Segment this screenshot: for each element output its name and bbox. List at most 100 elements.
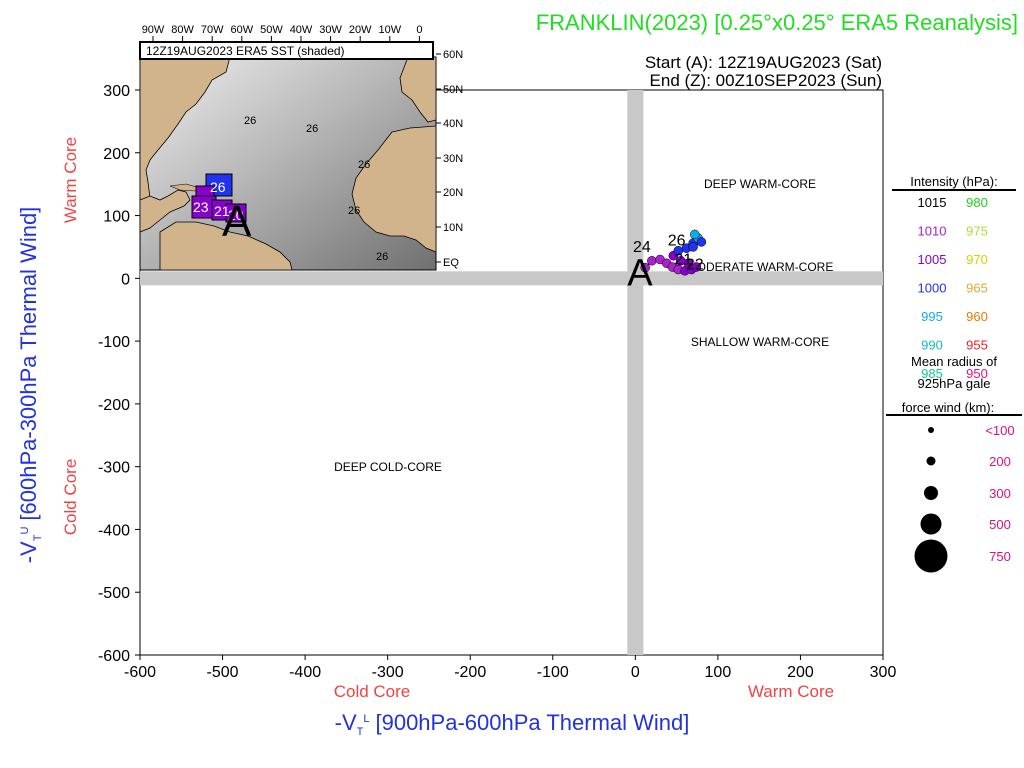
quadrant-label-moderate-warm: MODERATE WARM-CORE [687, 260, 834, 274]
legend-intensity-list: 1015 980 1010 975 1005 970 1000 965 995 960 990 955… [918, 195, 988, 381]
legend-radius-dot [914, 539, 948, 573]
zero-vertical-band [627, 90, 644, 655]
x-axis-ticks: -600 -500 -400 -300 -200 -100 0 100 200 300 [124, 655, 896, 681]
y-axis-prefix: -V [16, 541, 41, 563]
zero-horizontal-band [140, 271, 883, 286]
legend-radius-label: <100 [985, 423, 1014, 438]
inset-start-marker: A [222, 197, 252, 246]
inset-lon-label: 10W [378, 24, 401, 36]
inset-map: 26 26 26 26 26 26 23 21 20 A 12Z19AUG202… [139, 24, 463, 271]
y-tick-label: 0 [121, 271, 130, 288]
y-axis-ticks: 300 200 100 0 -100 -200 -300 -400 -500 -600 [98, 83, 140, 665]
inset-land-europe [399, 56, 437, 123]
inset-lon-labels: 90W 80W 70W 60W 50W 40W 30W 20W 10W 0 [142, 24, 422, 42]
inset-lat-label: 60N [443, 49, 463, 61]
track-point [696, 237, 707, 247]
quadrant-label-deep-warm: DEEP WARM-CORE [704, 177, 816, 191]
legend-intensity-entry: 985 [921, 366, 943, 381]
inset-lat-label: 20N [443, 187, 463, 199]
start-time: Start (A): 12Z19AUG2023 (Sat) [645, 53, 882, 72]
x-tick-label: -400 [289, 664, 321, 681]
inset-track-label: 26 [210, 179, 226, 195]
x-axis-prefix: -V [335, 710, 357, 735]
track-point [691, 262, 702, 272]
x-axis-sub: T [357, 726, 364, 738]
y-tick-label: 300 [103, 83, 130, 100]
track-point [640, 262, 650, 273]
y-axis-title: -VTU [600hPa-300hPa Thermal Wind] [16, 207, 44, 564]
x-tick-label: -200 [454, 664, 486, 681]
legend-intensity-entry: 1000 [918, 281, 947, 296]
legend-radius-title-3: force wind (km): [902, 400, 994, 415]
inset-land-africa [351, 125, 437, 253]
legend-intensity-entry: 990 [921, 338, 943, 353]
inset-track-label: 21 [214, 203, 230, 219]
legend-radius-dot [920, 513, 942, 535]
x-tick-label: -500 [207, 664, 239, 681]
x-tick-label: -600 [124, 664, 156, 681]
inset-lat-label: 10N [443, 222, 463, 234]
y-axis-sup: U [19, 527, 31, 535]
y-axis-sub: T [32, 534, 44, 541]
inset-title: 12Z19AUG2023 ERA5 SST (shaded) [146, 44, 345, 58]
inset-track-label: 20 [228, 207, 244, 223]
legend-radius-title-1: Mean radius of [911, 354, 997, 369]
track-day-label: 24 [633, 239, 651, 256]
inset-lon-label: 90W [142, 24, 165, 36]
track-day-label: 21 [674, 252, 692, 269]
x-tick-label: 200 [787, 664, 814, 681]
legend-intensity-entry: 1005 [918, 252, 947, 267]
inset-lon-label: 0 [416, 24, 422, 36]
inset-lat-label: 40N [443, 118, 463, 130]
y-tick-label: -300 [98, 460, 130, 477]
legend-radius-dot [926, 456, 936, 466]
legend-radius-label: 500 [989, 517, 1011, 532]
legend-intensity-entry: 965 [966, 281, 988, 296]
y-tick-label: -200 [98, 397, 130, 414]
inset-lon-label: 20W [349, 24, 372, 36]
inset-contour-label: 26 [306, 123, 318, 135]
inset-contour-label: 26 [376, 251, 388, 263]
legend-radius-label: 750 [989, 549, 1011, 564]
inset-land-south-america [159, 221, 293, 271]
inset-lon-label: 30W [319, 24, 342, 36]
y-tick-label: -400 [98, 522, 130, 539]
quadrant-label-shallow-warm: SHALLOW WARM-CORE [691, 335, 829, 349]
legend-radius-label: 300 [989, 486, 1011, 501]
legend-intensity-entry: 970 [966, 252, 988, 267]
legend-radius-list: <100 200 300 500 750 [914, 423, 1015, 573]
track-day-label: 22 [686, 257, 704, 274]
legend-intensity-entry: 995 [921, 309, 943, 324]
inset-lat-label: 30N [443, 153, 463, 165]
legend-radius-dot [928, 427, 934, 433]
legend-radius-label: 200 [989, 454, 1011, 469]
y-tick-label: -100 [98, 334, 130, 351]
legend-intensity-entry: 1010 [918, 224, 947, 239]
inset-land-gulf [139, 189, 191, 233]
inset-lon-label: 70W [201, 24, 224, 36]
x-cold-core-label: Cold Core [334, 682, 411, 701]
y-tick-label: 100 [103, 209, 130, 226]
inset-lon-label: 60W [230, 24, 253, 36]
inset-lat-label: EQ [443, 257, 459, 269]
track-start-marker: A [627, 253, 653, 295]
y-warm-core-label: Warm Core [61, 137, 80, 223]
inset-contour-label: 26 [358, 159, 370, 171]
inset-title-box [139, 41, 434, 60]
x-tick-label: 0 [631, 664, 640, 681]
legend-radius-title-2: 925hPa gale [917, 376, 990, 391]
inset-track-box [225, 203, 247, 223]
end-time: End (Z): 00Z10SEP2023 (Sun) [650, 71, 882, 90]
inset-lon-label: 80W [171, 24, 194, 36]
y-tick-label: -500 [98, 585, 130, 602]
x-tick-label: -300 [372, 664, 404, 681]
legend-intensity-entry: 960 [966, 309, 988, 324]
inset-lon-label: 40W [290, 24, 313, 36]
track-point [688, 242, 698, 252]
y-axis-text: [600hPa-300hPa Thermal Wind] [16, 207, 41, 521]
y-cold-core-label: Cold Core [61, 459, 80, 536]
y-tick-label: 200 [103, 146, 130, 163]
